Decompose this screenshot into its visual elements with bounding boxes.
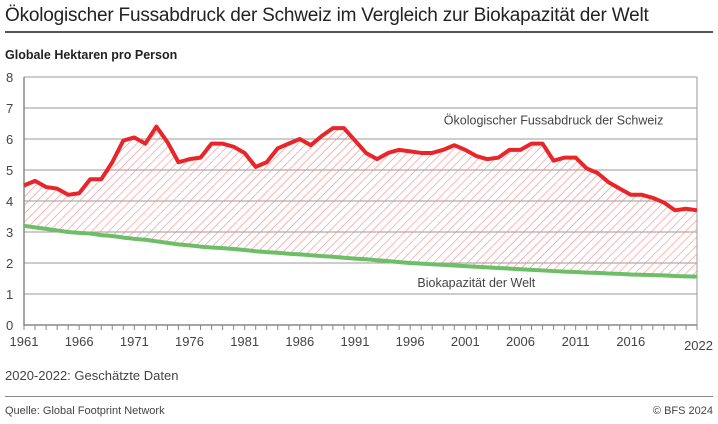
y-tick-label: 8 — [6, 70, 13, 85]
chart-title: Ökologischer Fussabdruck der Schweiz im … — [5, 5, 649, 26]
x-tick-label: 1961 — [10, 334, 39, 349]
overshoot-hatched-area — [24, 126, 697, 277]
y-tick-label: 2 — [6, 256, 13, 271]
x-tick-label: 1981 — [230, 334, 259, 349]
y-tick-label: 1 — [6, 287, 13, 302]
x-tick-label: 2001 — [451, 334, 480, 349]
x-tick-label: 2016 — [616, 334, 645, 349]
x-tick-label: 1966 — [65, 334, 94, 349]
series-label-biokapazitaet: Biokapazität der Welt — [417, 276, 535, 290]
y-tick-label: 0 — [6, 318, 13, 333]
y-tick-label: 6 — [6, 132, 13, 147]
x-tick-label: 2022 — [684, 338, 713, 353]
x-tick-label: 1991 — [341, 334, 370, 349]
y-tick-label: 3 — [6, 225, 13, 240]
footer-divider — [5, 396, 713, 397]
estimate-note: 2020-2022: Geschätzte Daten — [5, 368, 179, 383]
y-tick-label: 4 — [6, 194, 13, 209]
y-tick-label: 7 — [6, 101, 13, 116]
series-label-fussabdruck: Ökologischer Fussabdruck der Schweiz — [444, 113, 664, 127]
y-axis-unit-label: Globale Hektaren pro Person — [5, 48, 178, 62]
x-tick-label: 2006 — [506, 334, 535, 349]
copyright-label: © BFS 2024 — [652, 405, 713, 417]
title-divider — [5, 31, 713, 33]
x-tick-label: 1971 — [120, 334, 149, 349]
source-label: Quelle: Global Footprint Network — [5, 405, 165, 417]
axes — [23, 77, 698, 330]
series-line-biokapazitaet — [23, 223, 698, 279]
x-tick-label: 1986 — [285, 334, 314, 349]
y-tick-label: 5 — [6, 163, 13, 178]
x-tick-label: 2011 — [562, 334, 590, 349]
x-tick-label: 1996 — [396, 334, 425, 349]
series-line-fussabdruck — [23, 124, 698, 213]
x-tick-label: 1976 — [175, 334, 204, 349]
